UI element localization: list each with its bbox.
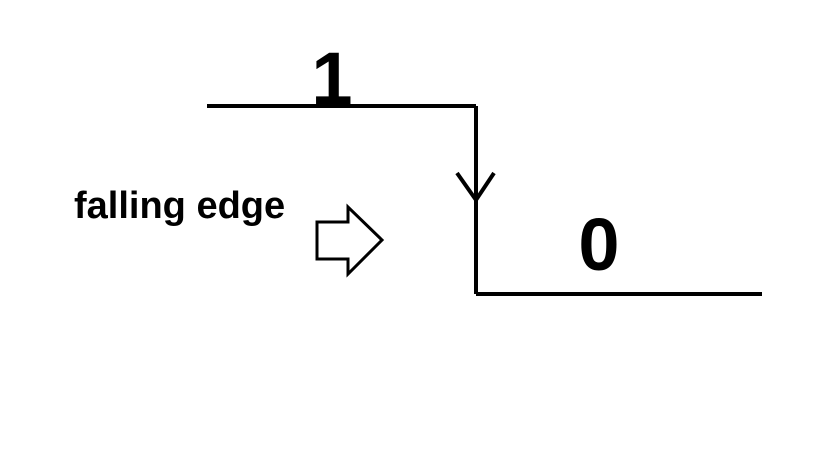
waveform (207, 104, 762, 296)
right-arrow-icon (315, 203, 385, 278)
falling-edge-label: falling edge (74, 185, 285, 227)
high-level-label: 1 (311, 37, 352, 120)
down-arrowhead-icon (455, 171, 496, 204)
low-level-label: 0 (578, 203, 619, 286)
